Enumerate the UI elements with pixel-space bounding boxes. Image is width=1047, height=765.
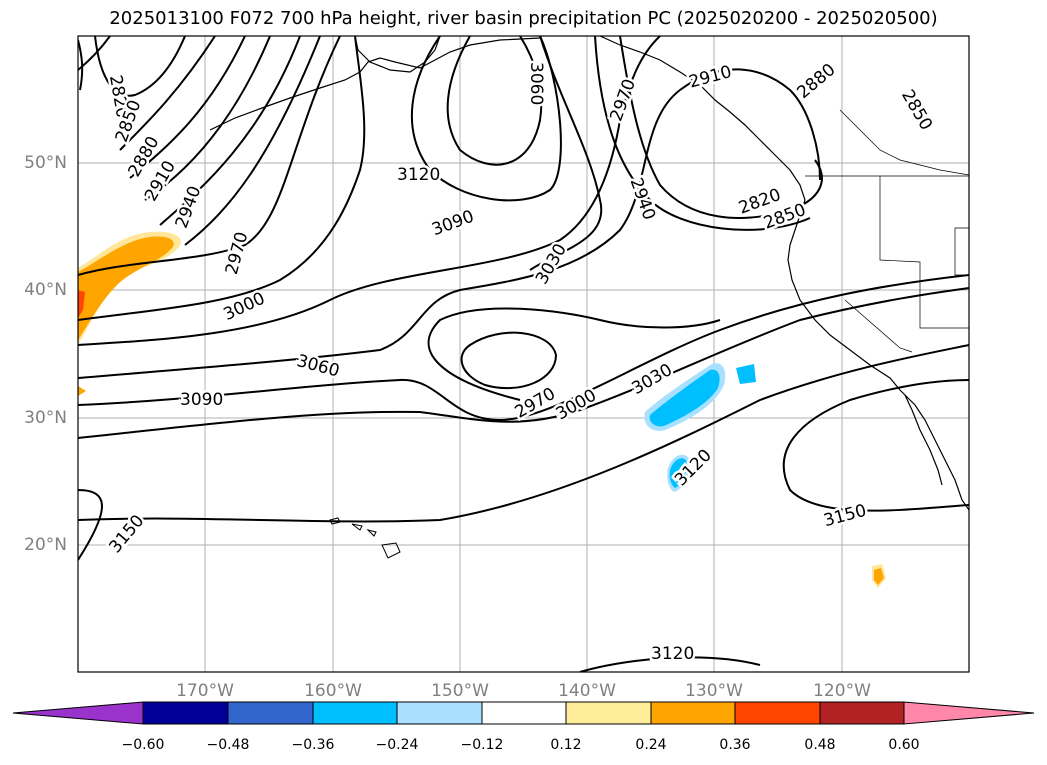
colorbar-tick-label: 0.48 bbox=[804, 737, 836, 753]
lat-label: 50°N bbox=[24, 153, 67, 173]
contour-label: 2880 bbox=[794, 60, 840, 103]
coastlines bbox=[209, 36, 969, 511]
colorbar-swatch bbox=[650, 701, 736, 725]
colorbar-tick-label: 0.24 bbox=[635, 737, 667, 753]
colorbar-tick-label: −0.48 bbox=[206, 737, 250, 753]
colorbar bbox=[12, 701, 1035, 725]
colorbar-tick-label: 0.36 bbox=[719, 737, 751, 753]
contour-label: 2850 bbox=[897, 86, 936, 133]
lat-label: 20°N bbox=[24, 535, 67, 555]
contour-label: 2940 bbox=[626, 175, 660, 222]
contour-label: 3090 bbox=[180, 390, 223, 410]
contour-label: 3000 bbox=[553, 386, 600, 425]
contour-label: 3150 bbox=[822, 501, 869, 532]
contour-label: 3120 bbox=[397, 165, 440, 185]
colorbar-tick-label: −0.12 bbox=[460, 737, 504, 753]
colorbar-tick-label: −0.60 bbox=[121, 737, 165, 753]
lon-label: 160°W bbox=[304, 681, 362, 701]
lat-label: 30°N bbox=[24, 408, 67, 428]
colorbar-tick-label: 0.12 bbox=[550, 737, 582, 753]
height-contours bbox=[78, 36, 969, 672]
lat-label: 40°N bbox=[24, 280, 67, 300]
lon-label: 170°W bbox=[176, 681, 234, 701]
contour-label: 3060 bbox=[526, 62, 546, 105]
islands bbox=[329, 517, 401, 559]
colorbar-swatch bbox=[481, 701, 567, 725]
lon-label: 150°W bbox=[431, 681, 489, 701]
gridlines bbox=[78, 36, 969, 672]
contour-label: 2970 bbox=[222, 230, 253, 277]
contour-label: 2940 bbox=[172, 183, 206, 230]
map-frame bbox=[77, 35, 970, 673]
colorbar-extend-high bbox=[903, 701, 1035, 725]
political-borders bbox=[805, 109, 969, 353]
lon-label: 120°W bbox=[813, 681, 871, 701]
colorbar-tick-label: −0.36 bbox=[291, 737, 335, 753]
colorbar-tick-label: 0.60 bbox=[888, 737, 920, 753]
lon-label: 140°W bbox=[558, 681, 616, 701]
precip-negative-anomaly bbox=[644, 363, 756, 492]
colorbar-swatch bbox=[227, 701, 314, 725]
colorbar-swatch bbox=[396, 701, 483, 725]
colorbar-swatch bbox=[142, 701, 229, 725]
contour-label: 2910 bbox=[687, 62, 734, 93]
contour-label: 3120 bbox=[651, 644, 694, 664]
colorbar-tick-label: −0.24 bbox=[375, 737, 419, 753]
colorbar-swatch bbox=[312, 701, 398, 725]
colorbar-swatch bbox=[565, 701, 652, 725]
colorbar-swatch bbox=[819, 701, 905, 725]
contour-label: 3090 bbox=[429, 207, 476, 241]
colorbar-swatch bbox=[734, 701, 821, 725]
contour-labels: 2820 2850 2880 2910 2940 2970 3000 3060 … bbox=[102, 57, 938, 666]
map-title: 2025013100 F072 700 hPa height, river ba… bbox=[109, 8, 938, 29]
colorbar-extend-low bbox=[12, 701, 144, 725]
lon-label: 130°W bbox=[685, 681, 743, 701]
